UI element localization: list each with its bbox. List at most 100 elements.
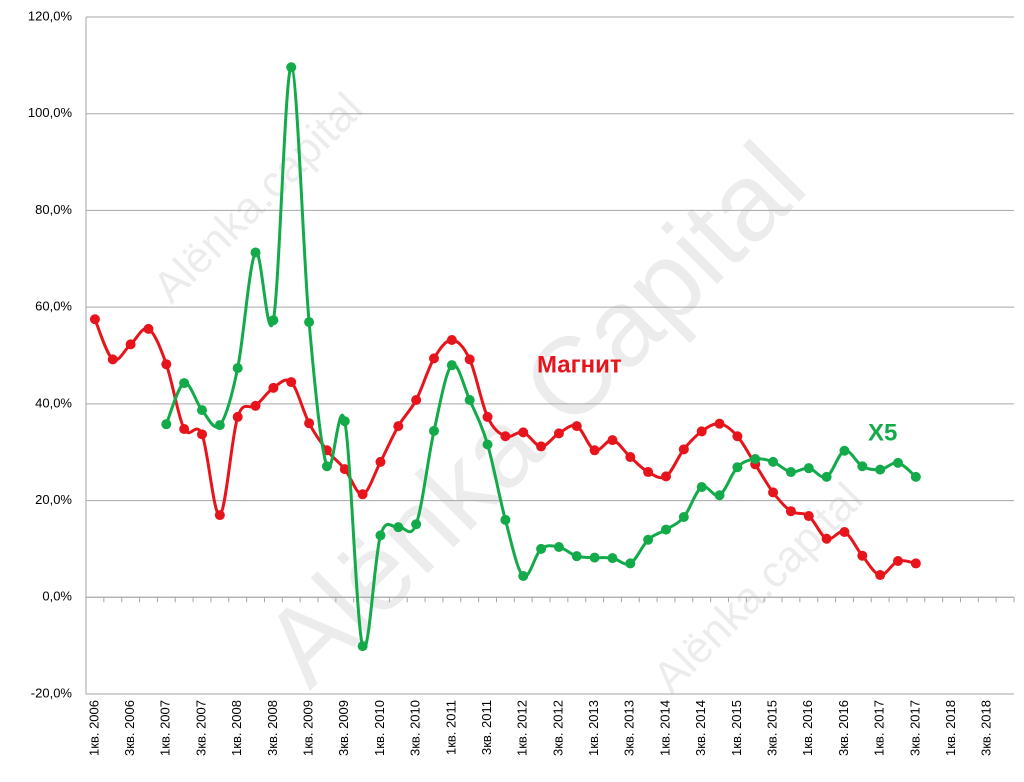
data-point <box>821 533 832 544</box>
x-tick-label: 1кв. 2006 <box>86 700 101 756</box>
x-tick-label: 1кв. 2014 <box>657 700 672 756</box>
x-tick-label: 3кв. 2016 <box>836 700 851 756</box>
data-point <box>553 541 564 552</box>
data-point <box>232 411 243 422</box>
data-point <box>286 62 297 73</box>
x-tick-label: 1кв. 2010 <box>372 700 387 756</box>
data-point <box>446 335 457 346</box>
data-point <box>161 359 172 370</box>
data-point <box>429 353 439 364</box>
data-point <box>821 471 832 482</box>
y-tick-label: 60,0% <box>35 299 72 314</box>
data-point <box>696 482 707 493</box>
data-point <box>750 453 761 464</box>
y-tick-label: 80,0% <box>35 202 72 217</box>
x-tick-label: 1кв. 2017 <box>872 700 887 756</box>
x-tick-label: 1кв. 2012 <box>515 700 530 756</box>
data-point <box>357 489 368 500</box>
data-point <box>589 445 600 456</box>
data-point <box>910 558 921 569</box>
data-point <box>857 550 868 561</box>
data-point <box>357 641 368 652</box>
x-tick-label: 3кв. 2010 <box>408 700 423 756</box>
data-point <box>268 382 279 393</box>
x-tick-label: 3кв. 2008 <box>265 700 280 756</box>
data-point <box>857 461 868 472</box>
data-point <box>411 519 422 530</box>
data-point <box>250 247 261 258</box>
data-point <box>197 429 207 440</box>
data-point <box>125 339 136 350</box>
data-point <box>393 522 404 533</box>
x-tick-label: 1кв. 2009 <box>301 700 316 756</box>
data-point <box>714 418 725 429</box>
data-point <box>643 534 654 545</box>
data-point <box>553 428 564 439</box>
data-point <box>464 394 475 405</box>
data-point <box>375 456 386 467</box>
data-point <box>607 435 618 446</box>
data-point <box>589 552 600 563</box>
data-point <box>304 317 315 328</box>
data-point <box>339 416 350 427</box>
x-tick-label: 3кв. 2006 <box>122 700 137 756</box>
x-tick-label: 1кв. 2008 <box>229 700 244 756</box>
data-point <box>625 452 636 463</box>
data-point <box>321 461 332 472</box>
x-tick-label: 1кв. 2013 <box>586 700 601 756</box>
data-point <box>411 394 422 405</box>
data-point <box>143 323 154 334</box>
data-point <box>661 524 671 535</box>
data-point <box>839 527 850 538</box>
series-label: X5 <box>868 419 897 446</box>
x-tick-label: 3кв. 2017 <box>907 700 922 756</box>
x-tick-label: 1кв. 2018 <box>943 700 958 756</box>
y-tick-label: 40,0% <box>35 395 72 410</box>
data-point <box>768 456 779 467</box>
data-point <box>197 405 207 416</box>
x-tick-label: 1кв. 2015 <box>729 700 744 756</box>
data-point <box>161 419 172 430</box>
x-tick-label: 3кв. 2015 <box>765 700 780 756</box>
y-tick-label: 20,0% <box>35 492 72 507</box>
data-point <box>446 360 457 371</box>
x-tick-label: 1кв. 2016 <box>800 700 815 756</box>
data-point <box>536 441 547 452</box>
data-point <box>500 514 511 525</box>
data-point <box>678 444 689 455</box>
data-point <box>875 464 886 475</box>
data-point <box>714 490 725 501</box>
y-tick-label: 0,0% <box>42 589 72 604</box>
data-point <box>785 467 796 478</box>
x-tick-label: 3кв. 2009 <box>336 700 351 756</box>
watermark: Alёnka.capital <box>144 84 372 312</box>
data-point <box>232 363 243 374</box>
series-label: Магнит <box>537 351 622 378</box>
data-point <box>536 543 547 554</box>
data-point <box>661 471 671 482</box>
data-point <box>268 315 279 326</box>
data-point <box>179 378 190 389</box>
data-point <box>875 570 886 581</box>
data-point <box>375 530 386 541</box>
data-point <box>464 354 475 365</box>
x-tick-label: 1кв. 2011 <box>443 700 458 755</box>
data-point <box>893 556 903 567</box>
data-point <box>250 400 261 411</box>
watermark: Alёnka.capital <box>644 474 872 702</box>
data-point <box>571 551 582 562</box>
data-point <box>732 431 743 442</box>
data-point <box>571 421 582 432</box>
data-point <box>482 439 493 450</box>
data-point <box>678 512 689 523</box>
data-point <box>393 421 404 432</box>
data-point <box>429 425 439 436</box>
x-tick-label: 3кв. 2007 <box>193 700 208 756</box>
data-point <box>89 314 100 325</box>
data-point <box>625 558 636 569</box>
data-point <box>768 487 779 498</box>
data-point <box>339 464 350 475</box>
x-tick-label: 3кв. 2012 <box>550 700 565 756</box>
data-point <box>803 511 814 522</box>
